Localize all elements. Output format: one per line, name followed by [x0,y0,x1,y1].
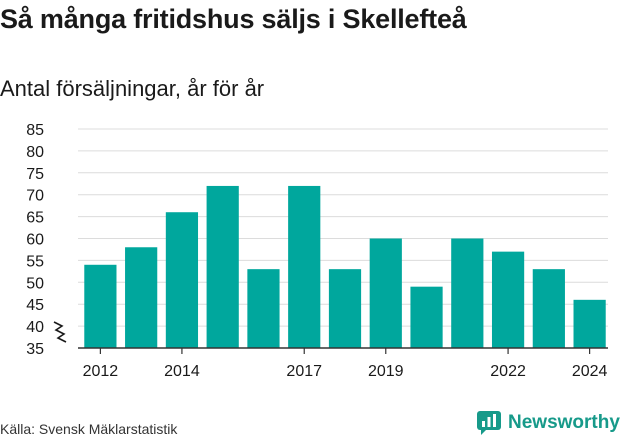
x-axis-tick-labels: 2012 2014 2017 2019 2022 2024 [83,348,608,380]
bar-2012 [84,264,117,348]
bar-2022 [491,251,525,348]
y-tick-label: 40 [26,319,44,336]
y-tick-label: 75 [26,166,44,183]
y-tick-label: 50 [26,275,44,292]
bar-2015 [206,185,239,348]
x-tick-label: 2022 [490,363,526,380]
y-tick-label: 35 [26,341,44,358]
y-tick-label: 85 [26,122,44,139]
y-tick-label: 65 [26,210,44,227]
brand-logo: Newsworthy [476,410,620,436]
y-tick-label: 70 [26,188,44,205]
newsworthy-logo-icon [477,411,501,435]
chart-title: Så många fritidshus säljs i Skellefteå [0,4,467,34]
x-tick-label: 2012 [83,363,119,380]
x-tick-label: 2017 [286,363,322,380]
chart-subtitle: Antal försäljningar, år för år [0,76,265,101]
bar-2023 [532,269,565,348]
bar-2019 [369,238,402,348]
x-tick-label: 2014 [164,363,200,380]
source-note: Källa: Svensk Mäklarstatistik [0,421,178,437]
bar-2018 [328,269,362,348]
y-tick-label: 80 [26,144,44,161]
bar-2020 [410,286,443,348]
bar-2013 [125,247,158,348]
y-tick-label: 55 [26,253,44,270]
y-tick-label: 60 [26,232,44,249]
x-tick-label: 2019 [368,363,404,380]
x-tick-label: 2024 [572,363,608,380]
bar-2024 [573,299,606,348]
bar-2017 [288,185,321,348]
y-axis-tick-labels: 35 40 45 50 55 60 65 70 75 80 85 [26,122,44,358]
bars [84,185,606,348]
brand-name: Newsworthy [508,412,620,433]
bar-2014 [165,212,199,348]
y-tick-label: 45 [26,297,44,314]
bar-2016 [247,269,280,348]
bar-2021 [451,238,484,348]
axis-break-icon [53,321,67,343]
